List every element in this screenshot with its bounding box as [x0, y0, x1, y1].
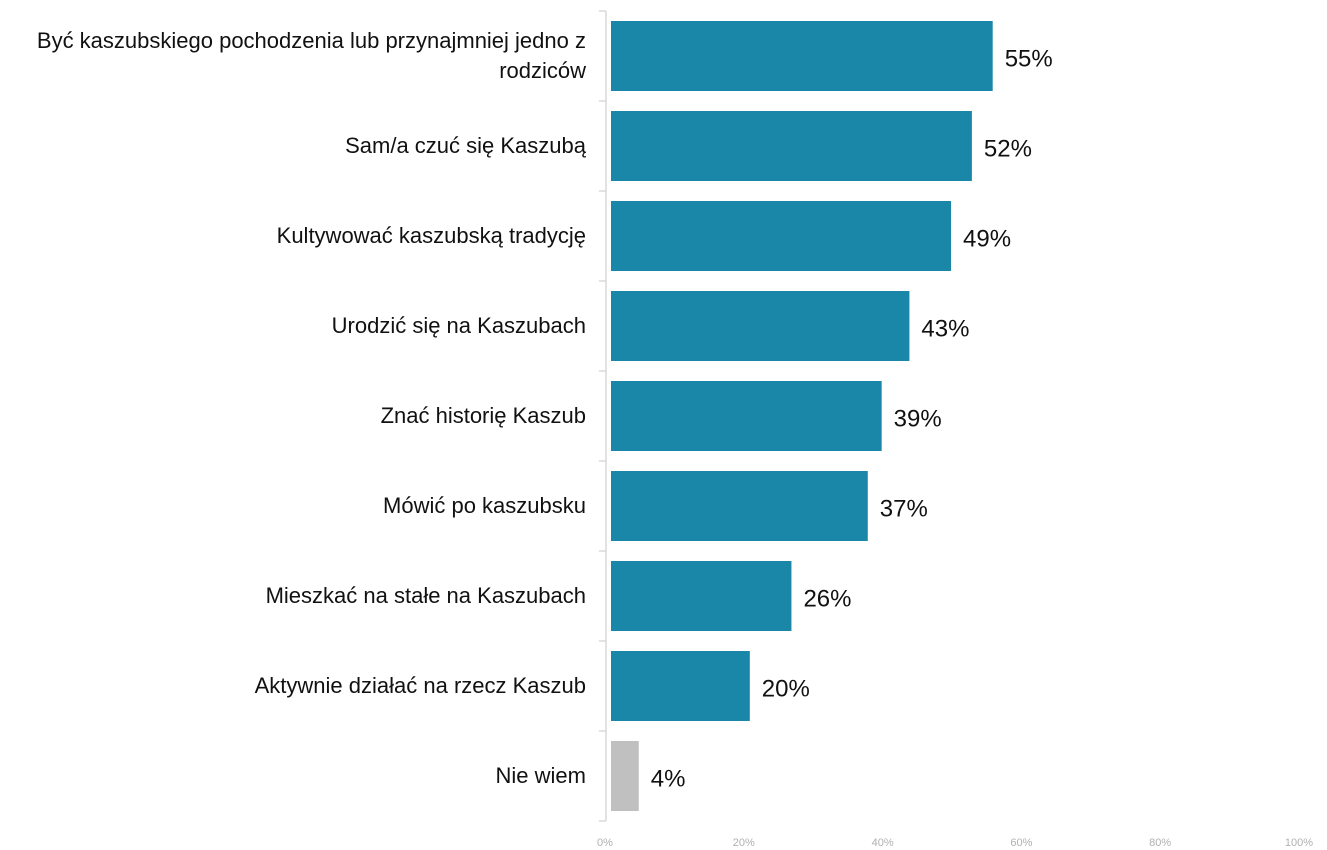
value-label: 43%: [921, 315, 969, 342]
x-tick-label: 20%: [733, 837, 755, 849]
bar: [611, 291, 910, 361]
value-label: 39%: [894, 405, 942, 432]
category-label: Kultywować kaszubską tradycję: [276, 223, 586, 248]
x-tick-label: 40%: [872, 837, 894, 849]
x-tick-label: 0%: [597, 837, 613, 849]
value-label: 52%: [984, 135, 1032, 162]
category-label: Znać historię Kaszub: [380, 403, 586, 428]
value-label: 4%: [651, 765, 686, 792]
category-label: Nie wiem: [495, 763, 586, 788]
category-label: Być kaszubskiego pochodzenia lub przynaj…: [36, 28, 586, 83]
category-label: Aktywnie działać na rzecz Kaszub: [254, 673, 586, 698]
bar: [611, 21, 993, 91]
value-label: 49%: [963, 225, 1011, 252]
bar: [611, 111, 972, 181]
value-label: 20%: [762, 675, 810, 702]
x-tick-label: 80%: [1149, 837, 1171, 849]
value-label: 55%: [1005, 45, 1053, 72]
value-label: 26%: [803, 585, 851, 612]
bar: [611, 651, 750, 721]
category-label: Sam/a czuć się Kaszubą: [345, 133, 586, 158]
category-label: Mieszkać na stałe na Kaszubach: [265, 583, 586, 608]
bar: [611, 471, 868, 541]
x-tick-label: 60%: [1010, 837, 1032, 849]
bar: [611, 201, 952, 271]
bar: [611, 381, 882, 451]
bar: [611, 561, 792, 631]
x-tick-label: 100%: [1285, 837, 1313, 849]
category-label: Mówić po kaszubsku: [383, 493, 586, 518]
category-label: Urodzić się na Kaszubach: [331, 313, 586, 338]
bar: [611, 741, 639, 811]
value-label: 37%: [880, 495, 928, 522]
